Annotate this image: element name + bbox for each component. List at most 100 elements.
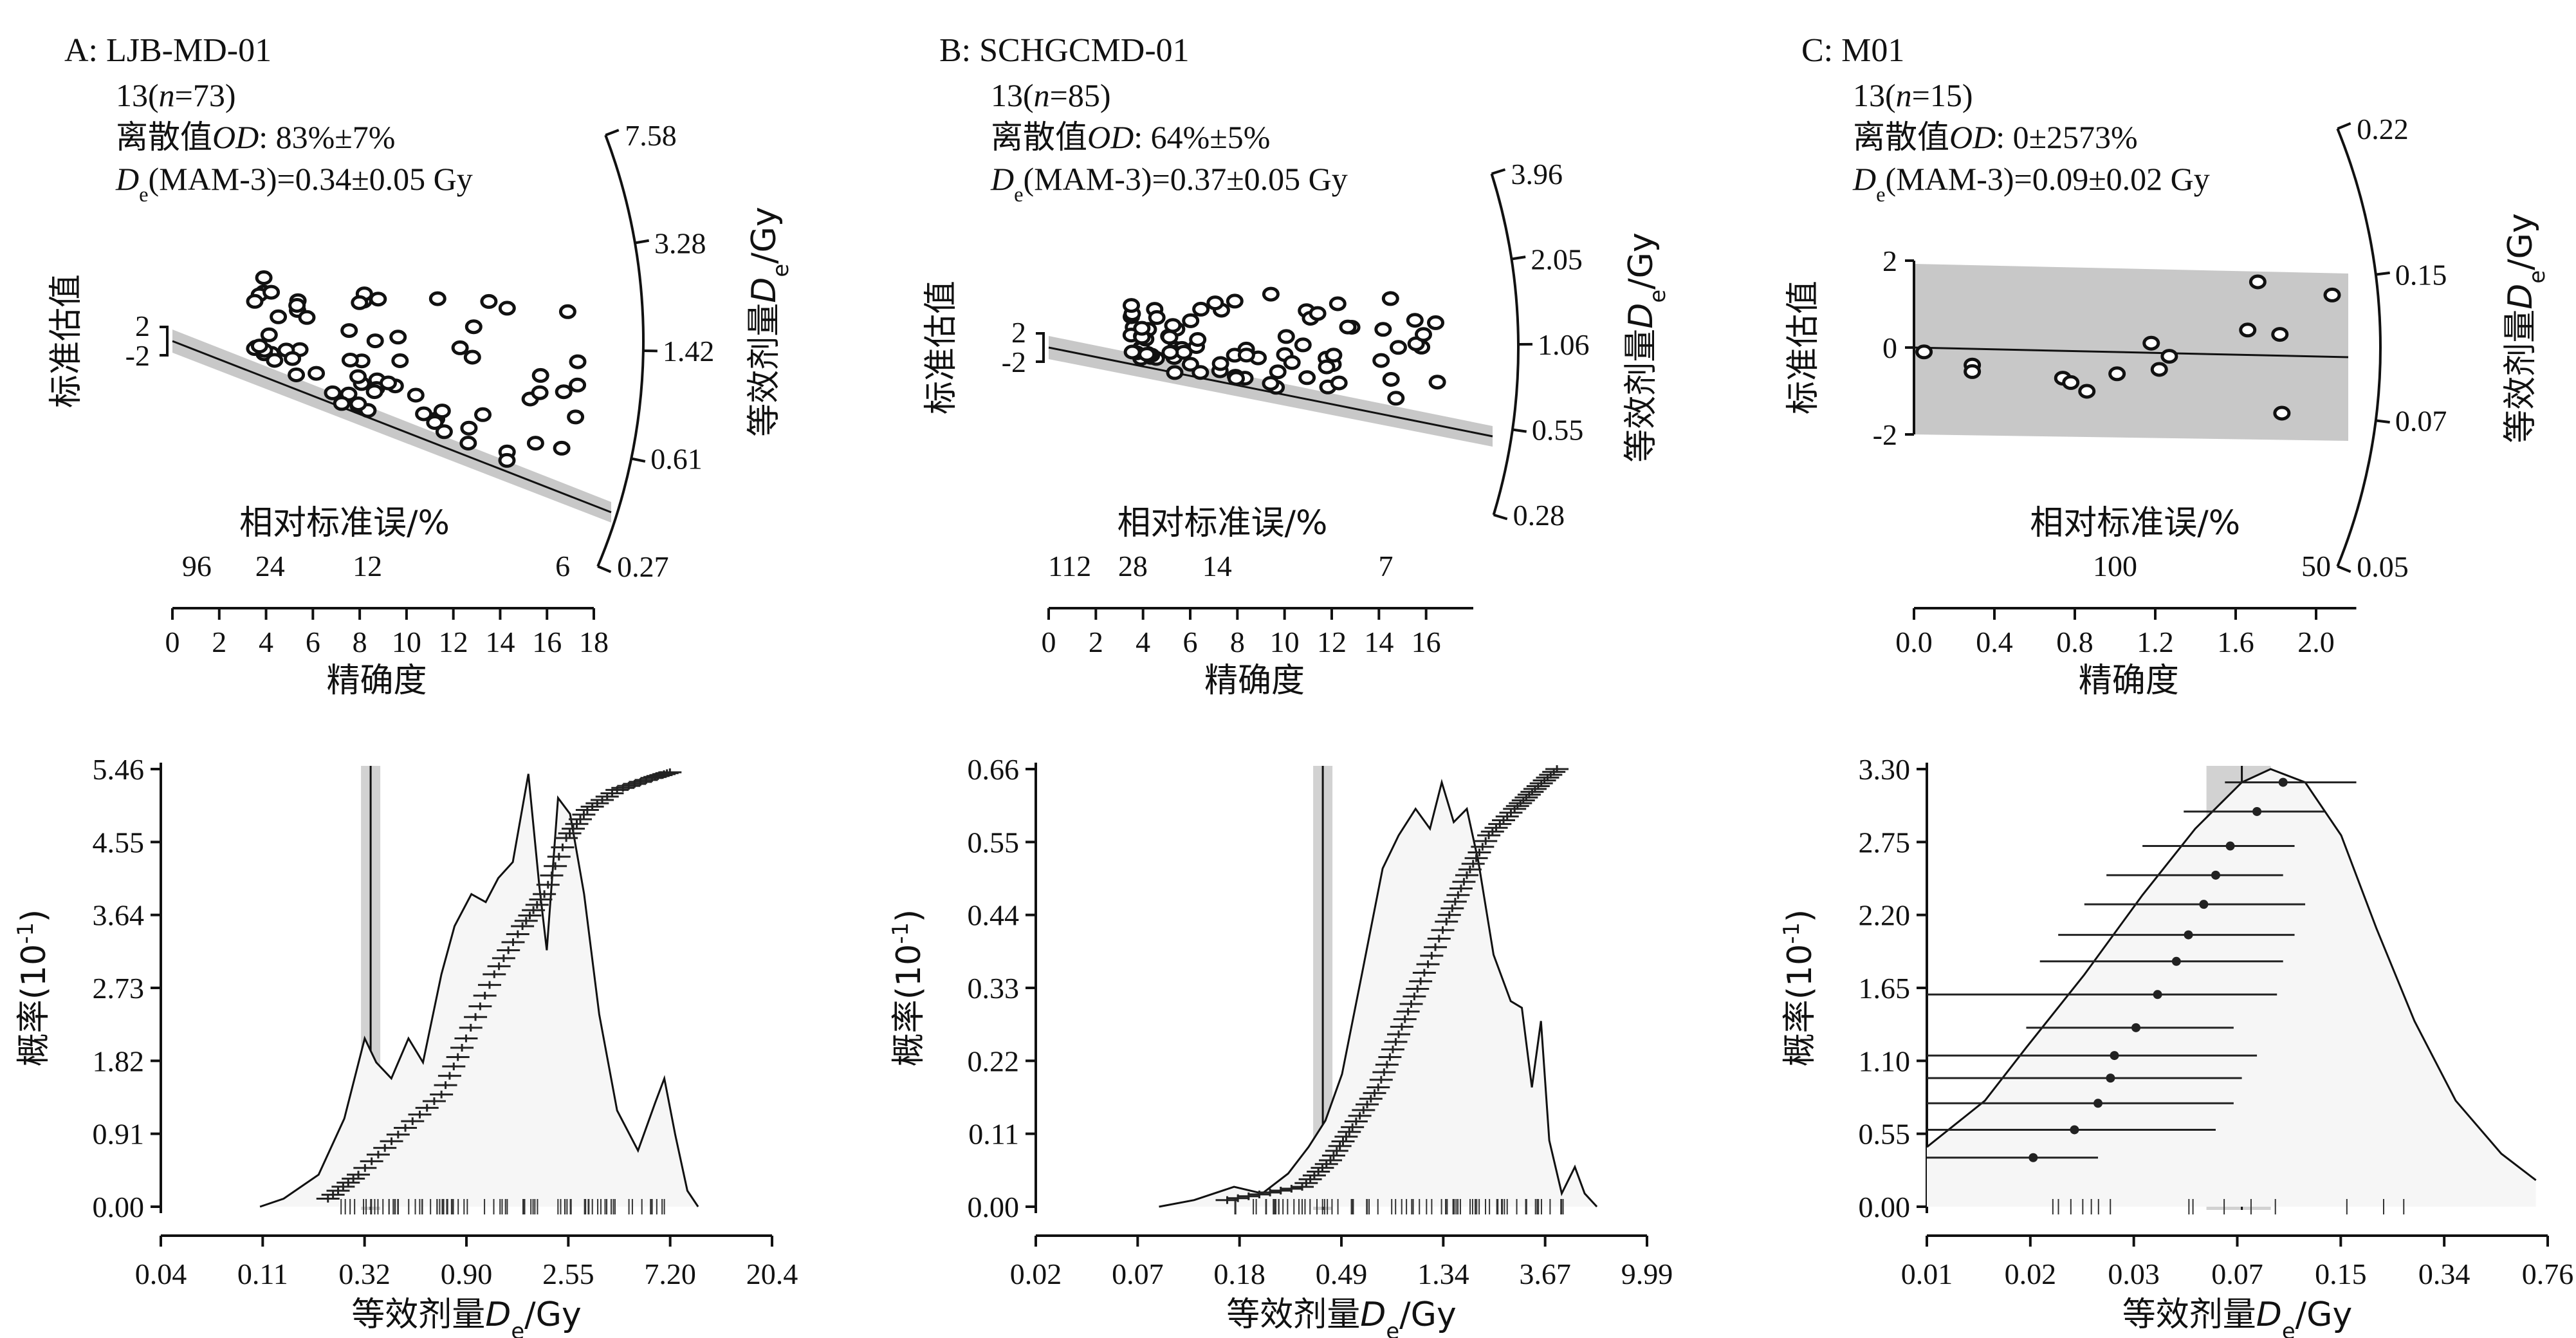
x-axis-label: 等效剂量De/Gy (2122, 1296, 2352, 1338)
data-point (341, 353, 359, 367)
data-point (349, 396, 367, 411)
data-point (1166, 365, 1184, 380)
data-point (526, 436, 544, 451)
x-tick-label: 0.49 (1316, 1258, 1368, 1290)
data-point (349, 369, 367, 384)
y-tick-label: 4.55 (93, 826, 145, 859)
z-axis-label: 等效剂量De/Gy (1622, 232, 1670, 462)
data-point (1206, 295, 1224, 311)
rse-tick-label: 7 (1378, 550, 1393, 582)
y-tick-label: 0.66 (968, 753, 1020, 786)
z-tick-label: 3.96 (1511, 158, 1563, 190)
x-tick-label: 0.32 (338, 1258, 391, 1290)
data-point (558, 304, 576, 319)
y-axis-bracket (1036, 332, 1045, 363)
y-tick-label: 0.91 (93, 1118, 145, 1151)
z-tick (1512, 428, 1527, 433)
y-tick-label: 3.30 (1859, 753, 1911, 786)
x-tick-label: 0 (165, 626, 180, 658)
z-tick (630, 457, 646, 463)
data-point (1382, 372, 1400, 387)
data-point (366, 333, 384, 349)
data-point (415, 406, 433, 422)
kde-fill (260, 774, 699, 1207)
data-point (2273, 405, 2291, 421)
data-point (428, 291, 446, 306)
stat-n: 13(n=15) (1853, 77, 1973, 113)
x-tick-label: 1.34 (1417, 1258, 1469, 1290)
rse-label: 相对标准误/% (1118, 504, 1328, 543)
x-tick-label: 0.8 (2056, 626, 2093, 658)
data-point (1262, 286, 1280, 302)
z-tick (2375, 419, 2390, 424)
data-point (465, 319, 483, 335)
data-point (480, 293, 498, 309)
z-tick-label: 3.28 (654, 227, 706, 260)
x-tick-label: 2 (1089, 626, 1103, 658)
stat-de: De(MAM-3)=0.34±0.05 Gy (115, 161, 473, 207)
data-point (284, 351, 302, 366)
y-axis-label: 标准估值 (47, 274, 86, 408)
x-tick-label: 0.07 (1112, 1258, 1164, 1290)
errorbar-point (2106, 1073, 2115, 1083)
z-tick-label: 1.06 (1538, 328, 1590, 361)
data-point (474, 407, 492, 422)
data-point (1175, 344, 1193, 360)
rse-tick-label: 14 (1202, 550, 1232, 582)
rse-label: 相对标准误/% (239, 504, 450, 543)
data-point (1339, 319, 1357, 335)
x-axis-label: 等效剂量De/Gy (351, 1296, 581, 1338)
data-point (308, 366, 326, 381)
rse-tick-label: 96 (182, 550, 212, 582)
kde-plot-A: 0.00 0.91 1.82 2.73 3.64 4.55 5.46 概率(10-1) 0.04… (13, 753, 798, 1338)
x-tick-label: 12 (1317, 626, 1347, 658)
data-point (1164, 318, 1182, 333)
y-tick-label: 0.00 (93, 1191, 145, 1223)
z-tick-label: 0.61 (650, 443, 702, 476)
central-line (1913, 346, 2349, 358)
y-tick-label: 1.82 (93, 1045, 145, 1077)
data-point (1138, 347, 1156, 362)
data-point (1374, 322, 1392, 337)
errorbar-point (2029, 1153, 2038, 1162)
x-tick-label: 16 (532, 626, 562, 658)
stat-od: 离散值OD: 64%±5% (991, 119, 1270, 155)
rse-tick-label: 50 (2301, 550, 2331, 582)
z-axis-label: 等效剂量De/Gy (745, 207, 793, 436)
data-point (553, 440, 571, 456)
z-tick (1511, 256, 1526, 261)
y-tick-label: 2.73 (93, 972, 145, 1005)
data-point (1226, 293, 1244, 309)
data-point (380, 375, 397, 391)
y-axis-label: 概率(10-1) (1779, 909, 1820, 1066)
data-point (246, 293, 264, 309)
data-point (555, 384, 573, 400)
x-tick-label: 6 (1183, 626, 1198, 658)
radial-plot-B: B: SCHGCMD-01 13(n=85) 离散值OD: 64%±5% De(MAM… (922, 32, 1670, 700)
rse-tick-label: 28 (1118, 550, 1148, 582)
data-point (1390, 340, 1407, 355)
data-point (351, 295, 369, 310)
rse-tick-label: 100 (2093, 550, 2137, 582)
data-point (1123, 298, 1140, 313)
data-point (1428, 375, 1446, 390)
z-tick-label: 1.42 (663, 335, 715, 367)
rse-tick-label: 6 (555, 550, 570, 582)
data-point (1189, 332, 1207, 347)
x-tick-label: 1.2 (2137, 626, 2174, 658)
errorbar-point (2171, 956, 2181, 966)
x-tick-label: 0.02 (2005, 1258, 2057, 1290)
data-point (1318, 359, 1336, 375)
radial-plot-C: C: M01 13(n=15) 离散值OD: 0±2573% De(MAM-3)=0.… (1784, 32, 2550, 700)
x-tick-label: 18 (579, 626, 609, 658)
z-axis-label: 等效剂量De/Gy (2501, 213, 2550, 443)
x-tick-label: 0.18 (1213, 1258, 1265, 1290)
y-tick-label: 0.11 (968, 1118, 1019, 1151)
z-tick-label: 0.15 (2395, 259, 2447, 292)
kde-fill (1159, 782, 1597, 1207)
x-tick-label: 8 (353, 626, 367, 658)
data-point (426, 415, 444, 430)
data-point (1269, 364, 1287, 380)
data-point (389, 330, 407, 345)
